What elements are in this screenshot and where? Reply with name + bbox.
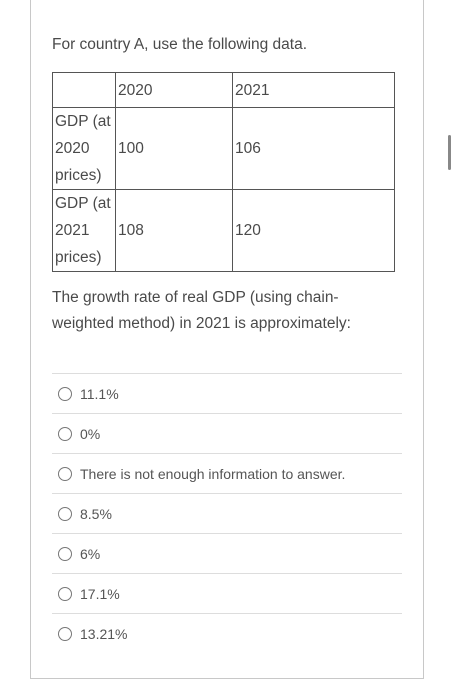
option-label: 11.1% (80, 385, 119, 402)
option-label: 13.21% (80, 625, 128, 642)
intro-text: For country A, use the following data. (52, 36, 308, 53)
row-label: GDP (at 2021 prices) (52, 189, 116, 272)
answer-option[interactable]: 8.5% (52, 493, 402, 533)
cell: 106 (232, 107, 395, 190)
answer-option[interactable]: 17.1% (52, 573, 402, 613)
question-text: The growth rate of real GDP (using chain… (52, 289, 351, 332)
radio-button[interactable] (58, 586, 72, 601)
data-table: 2020 2021 GDP (at 2020 prices) 100 106 G… (52, 72, 395, 272)
header-cell: 2021 (232, 72, 395, 108)
scrollbar (448, 135, 451, 170)
question-card (30, 0, 424, 679)
radio-button[interactable] (58, 386, 72, 401)
option-label: 17.1% (80, 585, 120, 602)
answer-option[interactable]: 0% (52, 413, 402, 453)
cell: 100 (115, 107, 233, 190)
answer-option[interactable]: 6% (52, 533, 402, 573)
table-header: 2020 2021 (52, 72, 395, 108)
table-row: GDP (at 2021 prices) 108 120 (52, 189, 395, 272)
cell: 108 (115, 189, 233, 272)
option-label: 6% (80, 545, 101, 562)
table-row: GDP (at 2020 prices) 100 106 (52, 107, 395, 190)
radio-button[interactable] (58, 426, 72, 441)
option-label: 8.5% (80, 505, 112, 522)
radio-button[interactable] (58, 626, 72, 641)
option-label: 0% (80, 425, 101, 442)
radio-button[interactable] (58, 506, 72, 521)
row-label: GDP (at 2020 prices) (52, 107, 116, 190)
answer-option[interactable]: 11.1% (52, 373, 402, 413)
answer-option[interactable]: There is not enough information to answe… (52, 453, 402, 493)
answer-option[interactable]: 13.21% (52, 613, 402, 653)
radio-button[interactable] (58, 546, 72, 561)
radio-button[interactable] (58, 466, 72, 481)
options-list: 11.1% 0% There is not enough information t… (52, 373, 402, 653)
option-label: There is not enough information to answe… (80, 465, 346, 482)
cell: 120 (232, 189, 395, 272)
header-cell: 2020 (115, 72, 233, 108)
empty-cell (52, 72, 116, 108)
